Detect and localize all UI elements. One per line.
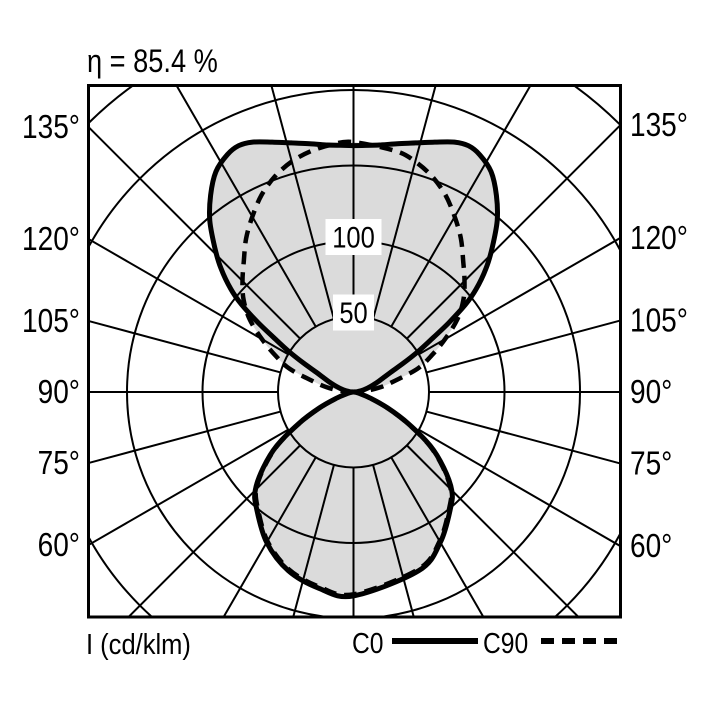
grid-ray-285 [90, 410, 281, 464]
legend-c0-label: C0 [352, 628, 384, 660]
grid-ray-105 [426, 319, 619, 374]
legend-c90-label: C90 [483, 628, 529, 660]
angle-label-75-left: 75° [38, 445, 80, 482]
grid-ray-60 [418, 428, 619, 547]
legend-c90-dashed-line-sample [541, 638, 619, 644]
grid-ray-150 [390, 87, 531, 328]
grid-ray-315 [128, 444, 301, 616]
grid-ray-345 [292, 464, 335, 616]
angle-label-60-right: 60° [630, 528, 672, 565]
c90-upper-lobe-curve [240, 139, 467, 395]
grid-ray-30 [390, 456, 484, 616]
grid-ray-210 [176, 87, 317, 328]
grid-ray-75 [426, 410, 619, 465]
grid-ray-300 [90, 428, 289, 546]
c0-upper-lobe-curve [206, 139, 501, 395]
angle-label-120-left: 120° [22, 221, 80, 258]
efficiency-label: η = 85.4 % [87, 43, 218, 79]
distribution-curves [206, 139, 501, 600]
angle-label-60-left: 60° [38, 527, 80, 564]
angle-label-105-left: 105° [22, 303, 80, 340]
angle-label-90-left: 90° [38, 374, 80, 411]
grid-ray-225 [90, 127, 301, 340]
plot-border [87, 84, 622, 619]
legend-c0-solid-line-sample [392, 638, 478, 644]
grid-ray-15 [372, 464, 415, 616]
c0-lower-lobe-curve [252, 389, 455, 600]
grid-ray-195 [270, 87, 335, 320]
grid-ray-165 [372, 87, 437, 320]
grid-ray-330 [223, 456, 317, 616]
angle-label-90-right: 90° [630, 374, 672, 411]
r-label-100: 100 [332, 221, 375, 254]
grid-ray-45 [406, 444, 579, 616]
grid-ray-120 [418, 237, 619, 356]
r-label-box-50 [333, 294, 374, 331]
angle-label-135-left: 135° [22, 109, 80, 146]
r-label-50: 50 [339, 296, 367, 329]
grid-ray-255 [90, 320, 281, 374]
angle-label-105-right: 105° [630, 302, 688, 339]
grid-ray-135 [406, 125, 619, 340]
grid-ray-240 [90, 238, 289, 356]
r-label-box-100 [325, 219, 382, 255]
intensity-unit-label: I (cd/klm) [86, 629, 191, 661]
angle-label-135-right: 135° [630, 107, 688, 144]
angle-label-120-right: 120° [630, 220, 688, 257]
angle-label-75-right: 75° [630, 445, 672, 482]
